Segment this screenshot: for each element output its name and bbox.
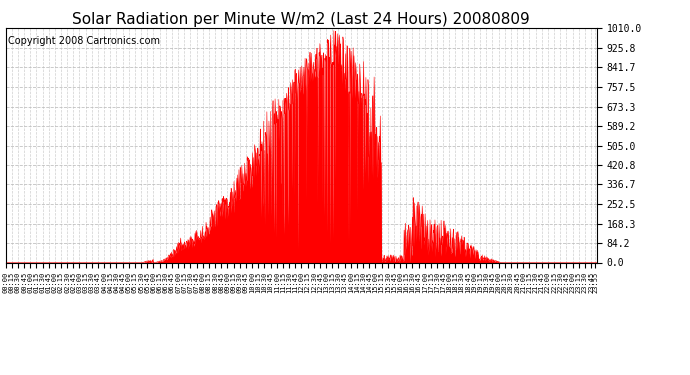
Title: Solar Radiation per Minute W/m2 (Last 24 Hours) 20080809: Solar Radiation per Minute W/m2 (Last 24… [72, 12, 530, 27]
Text: Copyright 2008 Cartronics.com: Copyright 2008 Cartronics.com [8, 36, 161, 45]
